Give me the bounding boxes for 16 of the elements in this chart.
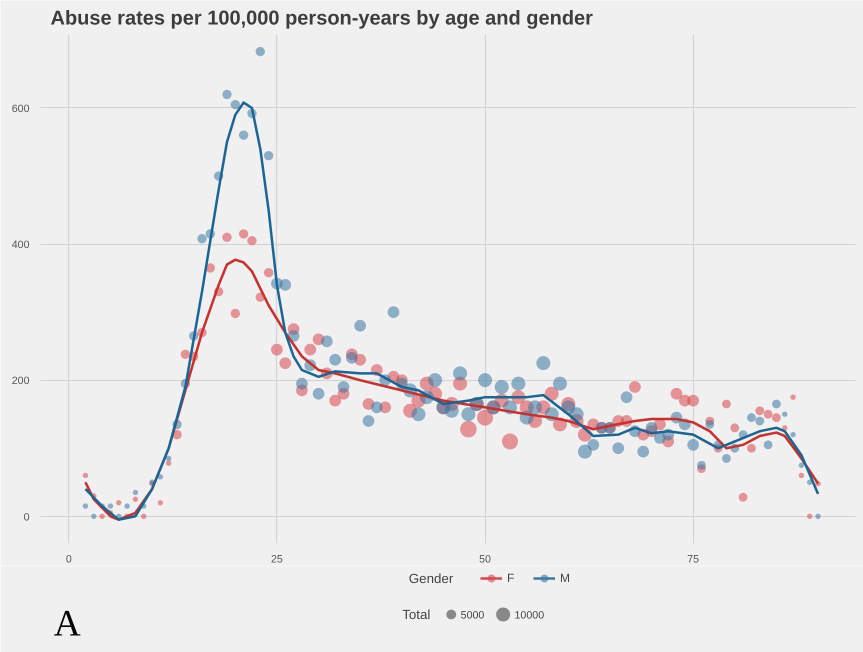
legend-label: M	[560, 571, 571, 585]
legend-label: F	[507, 571, 516, 585]
x-tick-label: 0	[66, 554, 72, 566]
y-tick-label: 200	[12, 375, 30, 388]
y-tick-label: 400	[12, 239, 30, 252]
legend-label: 10000	[514, 610, 544, 622]
chart-title: Abuse rates per 100,000 person-years by age and gender	[50, 8, 594, 30]
legend-title: Gender	[408, 571, 454, 586]
text: A	[54, 604, 81, 644]
x-tick-label: 75	[687, 554, 700, 566]
legend-label: 5000	[460, 610, 484, 622]
text: Total	[402, 607, 430, 622]
x-tick-label: 50	[479, 554, 492, 566]
y-tick-label: 0	[24, 511, 30, 524]
y-tick-label: 600	[12, 102, 30, 115]
x-tick-label: 25	[271, 554, 283, 566]
